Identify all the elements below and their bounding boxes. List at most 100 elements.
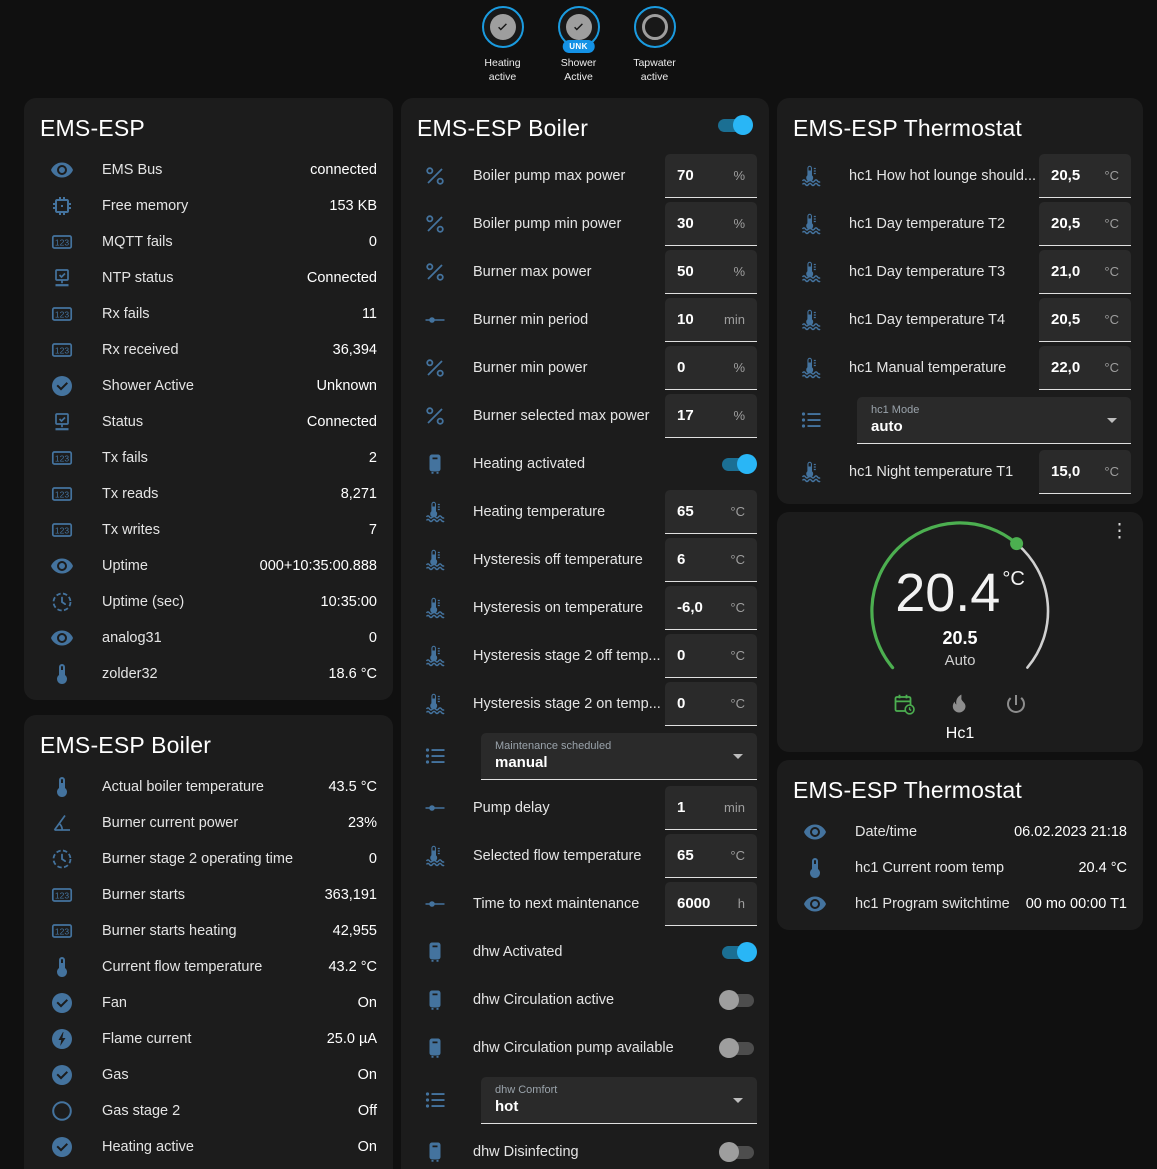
entity-label: Selected flow temperature [473,848,642,865]
entity-row[interactable]: Current flow temperature 43.2 °C [24,949,393,985]
counter-icon [50,883,74,907]
entity-label: Free memory [102,198,189,215]
number-input[interactable]: 21,0 °C [1039,250,1131,295]
entity-row[interactable]: Heating pumpOn [24,1165,393,1169]
entity-row[interactable]: MQTT fails 0 [24,224,393,260]
number-input[interactable]: 1 min [665,786,757,831]
entity-row[interactable]: Uptime (sec) 10:35:00 [24,584,393,620]
number-input[interactable]: 22,0 °C [1039,346,1131,391]
entity-value: 25.0 µA [326,1031,377,1048]
card-ems-esp-boiler-controls: EMS-ESP Boiler Boiler pump max power 70% … [401,98,769,1169]
entity-row[interactable]: Burner stage 2 operating time 0 [24,841,393,877]
number-input[interactable]: 30% [665,202,757,247]
more-options-icon[interactable]: ⋮ [1110,521,1129,543]
toggle-switch[interactable] [719,990,757,1011]
number-input[interactable]: 6 °C [665,538,757,583]
badge-tapwater-active[interactable]: Tapwater active [623,6,687,84]
entity-row[interactable]: Uptime 000+10:35:00.888 [24,548,393,584]
entity-row[interactable]: Gas On [24,1057,393,1093]
entity-row: Burner min period 10 min [401,296,769,344]
toggle-switch[interactable] [719,454,757,475]
entity-row: hc1 Day temperature T2 20,5 °C [777,200,1143,248]
entity-row[interactable]: Burner current power 23% [24,805,393,841]
entity-row[interactable]: hc1 Program switchtime 00 mo 00:00 T1 [777,886,1143,922]
entity-row[interactable]: Actual boiler temperature 43.5 °C [24,769,393,805]
check-icon [570,19,587,36]
number-input[interactable]: 0% [665,346,757,391]
entity-row[interactable]: hc1 Current room temp 20.4 °C [777,850,1143,886]
entity-value: 2 [368,450,377,467]
entity-row[interactable]: Burner starts heating 42,955 [24,913,393,949]
toggle-switch[interactable] [719,1142,757,1163]
number-input[interactable]: 50% [665,250,757,295]
number-input[interactable]: 10 min [665,298,757,343]
entity-row[interactable]: Gas stage 2 Off [24,1093,393,1129]
entity-row[interactable]: Flame current 25.0 µA [24,1021,393,1057]
number-input[interactable]: 20,5 °C [1039,298,1131,343]
badge-heating-active[interactable]: Heating active [471,6,535,84]
number-input[interactable]: 6000 h [665,882,757,927]
badge-shower-active[interactable]: UNK Shower Active [547,6,611,84]
select-value: manual [495,753,548,771]
network-check-icon [50,266,74,290]
heating-active-indicator[interactable] [481,6,524,48]
entity-label: Hysteresis stage 2 on temp... [473,696,661,713]
tapwater-active-indicator[interactable] [633,6,676,48]
input-value: 70 [677,167,694,185]
number-input[interactable]: 65 °C [665,490,757,535]
number-input[interactable]: 17% [665,394,757,439]
entity-row[interactable]: Date/time 06.02.2023 21:18 [777,814,1143,850]
number-input[interactable]: 70% [665,154,757,199]
entity-row[interactable]: NTP status Connected [24,260,393,296]
entity-row[interactable]: Tx writes 7 [24,512,393,548]
entity-row[interactable]: Fan On [24,985,393,1021]
number-input[interactable]: 65 °C [665,834,757,879]
number-input[interactable]: 20,5 °C [1039,202,1131,247]
temperature-dial[interactable] [860,518,1060,704]
entity-row: hc1 Day temperature T4 20,5 °C [777,296,1143,344]
select-label: Maintenance scheduled [495,739,612,752]
input-value: -6,0 [677,599,703,617]
entity-row[interactable]: Status Connected [24,404,393,440]
input-value: 50 [677,263,694,281]
input-value: 65 [677,503,694,521]
entity-row[interactable]: Tx fails 2 [24,440,393,476]
number-input[interactable]: 20,5 °C [1039,154,1131,199]
fire-icon[interactable] [948,692,972,716]
entity-row[interactable]: Tx reads 8,271 [24,476,393,512]
input-unit: min [724,312,745,328]
dial-handle[interactable] [1010,537,1024,551]
shower-active-indicator[interactable]: UNK [557,6,600,53]
power-icon[interactable] [1004,692,1028,716]
entity-row[interactable]: zolder32 18.6 °C [24,656,393,692]
entity-label: hc1 How hot lounge should... [849,168,1037,185]
entity-row[interactable]: Free memory 153 KB [24,188,393,224]
network-check-icon [50,410,74,434]
circle-outline-icon [641,14,668,40]
entity-row[interactable]: Shower Active Unknown [24,368,393,404]
entity-row[interactable]: EMS Bus connected [24,152,393,188]
entity-row: dhw Comfort hot [401,1072,769,1128]
number-input[interactable]: -6,0 °C [665,586,757,631]
entity-row[interactable]: Rx fails 11 [24,296,393,332]
entity-row: Burner selected max power 17% [401,392,769,440]
entity-row[interactable]: analog31 0 [24,620,393,656]
entity-row[interactable]: Rx received 36,394 [24,332,393,368]
number-input[interactable]: 0 °C [665,634,757,679]
circle-outline-icon [50,1099,74,1123]
select-input[interactable]: Maintenance scheduled manual [481,732,757,780]
entity-row[interactable]: Heating active On [24,1129,393,1165]
toggle-switch[interactable] [719,1038,757,1059]
select-input[interactable]: hc1 Mode auto [857,396,1131,444]
number-input[interactable]: 0 °C [665,682,757,727]
coolant-temperature-icon [799,356,823,380]
select-input[interactable]: dhw Comfort hot [481,1076,757,1124]
toggle-switch[interactable] [719,942,757,963]
entity-row[interactable]: Burner starts 363,191 [24,877,393,913]
check-icon [494,19,511,36]
boiler-power-toggle[interactable] [715,115,753,136]
entity-row: Boiler pump min power 30% [401,200,769,248]
calendar-clock-icon[interactable] [892,692,916,716]
entity-label: Uptime (sec) [102,594,185,611]
number-input[interactable]: 15,0 °C [1039,450,1131,495]
